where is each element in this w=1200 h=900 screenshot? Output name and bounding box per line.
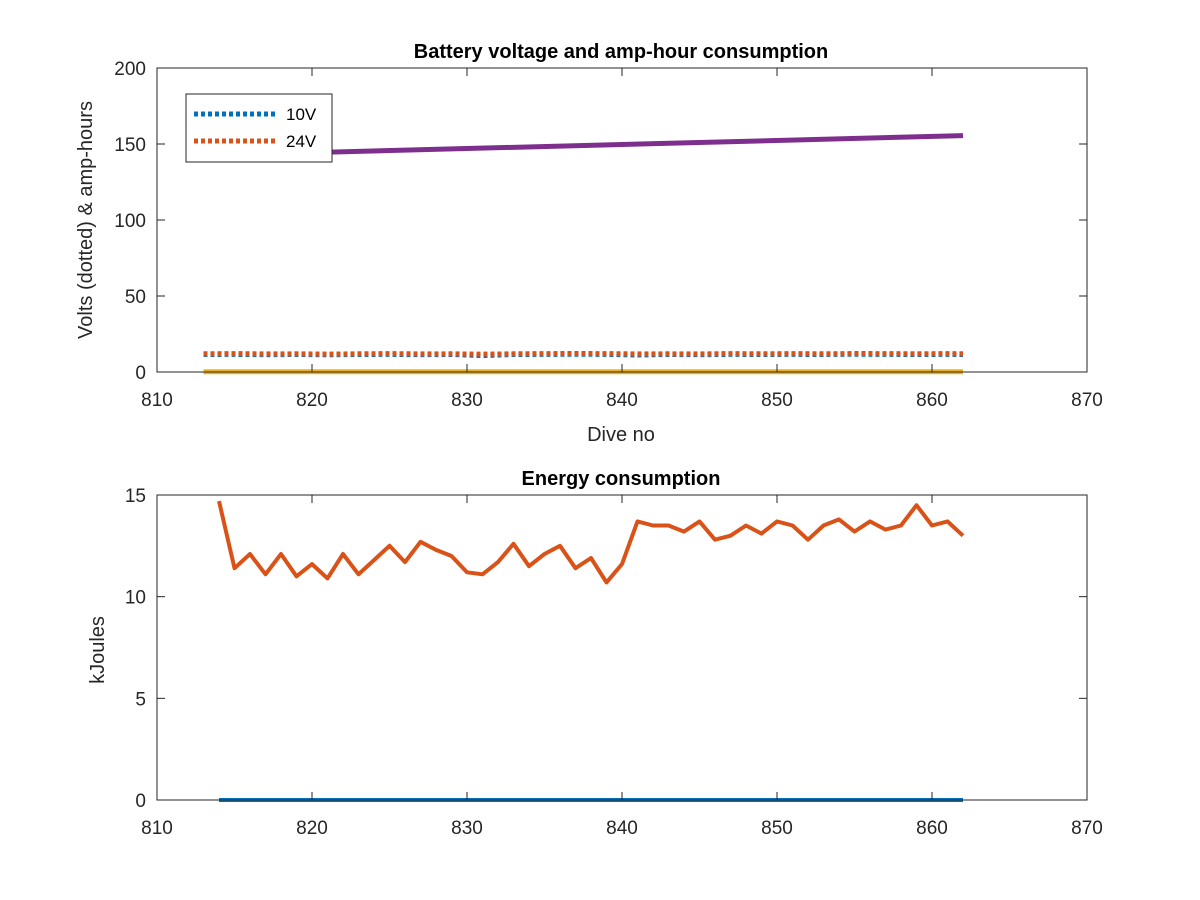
series-line-24v xyxy=(203,351,964,357)
chart-title: Energy consumption xyxy=(522,468,721,490)
x-tick-label: 850 xyxy=(761,818,793,839)
series-line-series-1 xyxy=(217,500,965,585)
y-tick-label: 50 xyxy=(125,287,146,308)
y-tick-label: 150 xyxy=(114,135,146,156)
x-tick-label: 860 xyxy=(916,390,948,411)
y-tick-label: 100 xyxy=(114,211,146,232)
x-tick-label: 870 xyxy=(1071,390,1103,411)
x-axis-label: Dive no xyxy=(587,424,655,446)
x-tick-label: 850 xyxy=(761,390,793,411)
y-tick-label: 200 xyxy=(114,59,146,80)
x-tick-label: 810 xyxy=(141,390,173,411)
legend-label: 24V xyxy=(286,132,317,151)
chart-title: Battery voltage and amp-hour consumption xyxy=(414,41,828,63)
x-tick-label: 840 xyxy=(606,818,638,839)
y-tick-label: 0 xyxy=(135,363,146,384)
x-tick-label: 870 xyxy=(1071,818,1103,839)
plot-area xyxy=(217,500,965,802)
x-tick-label: 860 xyxy=(916,818,948,839)
y-tick-label: 10 xyxy=(125,588,146,609)
x-tick-label: 830 xyxy=(451,390,483,411)
x-tick-label: 840 xyxy=(606,390,638,411)
y-tick-label: 15 xyxy=(125,486,146,507)
x-tick-label: 810 xyxy=(141,818,173,839)
y-axis-label: kJoules xyxy=(87,616,109,684)
x-tick-label: 820 xyxy=(296,390,328,411)
y-tick-label: 0 xyxy=(135,791,146,812)
y-axis-label: Volts (dotted) & amp-hours xyxy=(75,101,97,339)
legend-box xyxy=(185,93,333,163)
voltage-amphour-chart: Battery voltage and amp-hour consumption… xyxy=(75,41,1103,446)
plot-area xyxy=(203,133,964,375)
energy-consumption-chart: Energy consumption kJoules 810 820 830 840 8… xyxy=(87,468,1103,839)
legend-label: 10V xyxy=(286,105,317,124)
axes-frame xyxy=(156,494,1088,801)
x-tick-label: 830 xyxy=(451,818,483,839)
y-tick-label: 5 xyxy=(135,689,146,710)
x-tick-label: 820 xyxy=(296,818,328,839)
